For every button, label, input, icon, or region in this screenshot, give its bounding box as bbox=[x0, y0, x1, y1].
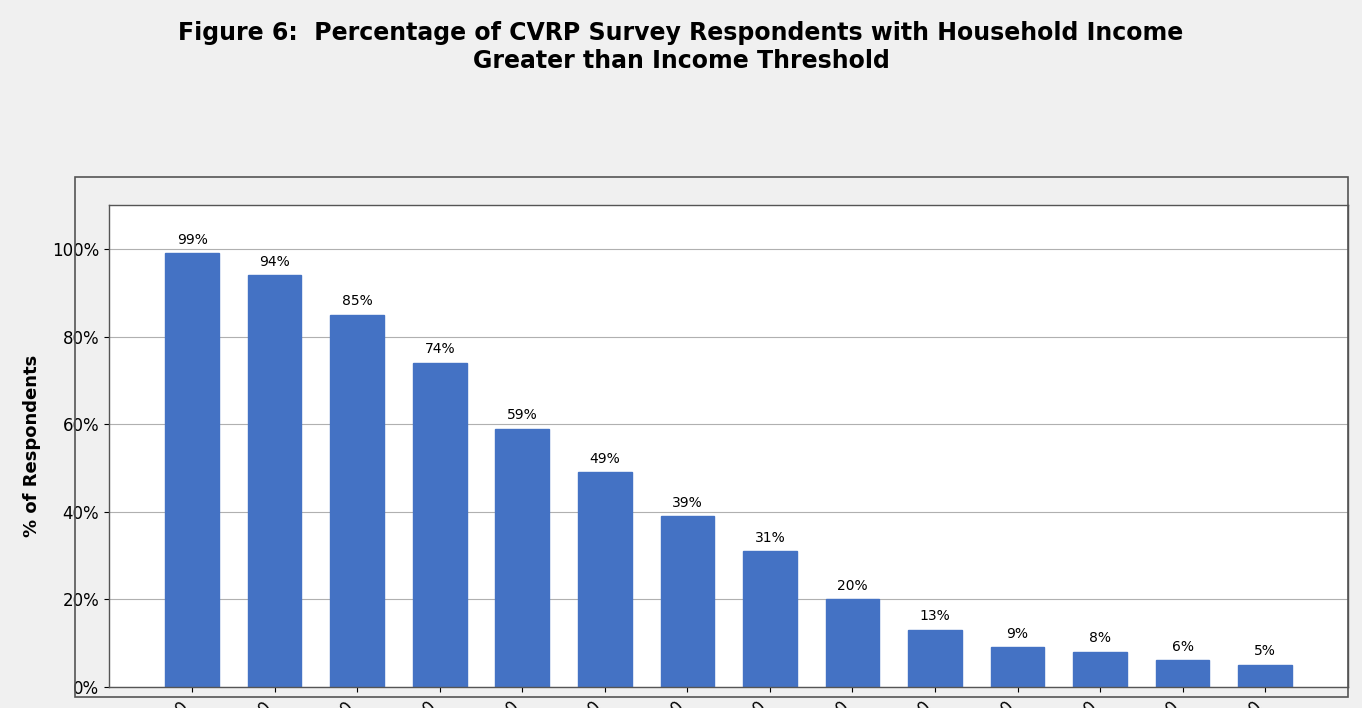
Bar bbox=[1238, 665, 1293, 687]
Text: Figure 6:  Percentage of CVRP Survey Respondents with Household Income
Greater t: Figure 6: Percentage of CVRP Survey Resp… bbox=[178, 21, 1184, 73]
Bar bbox=[1073, 652, 1126, 687]
Text: 8%: 8% bbox=[1090, 631, 1111, 645]
Y-axis label: % of Respondents: % of Respondents bbox=[23, 355, 41, 537]
Text: 6%: 6% bbox=[1171, 640, 1193, 654]
Text: 49%: 49% bbox=[590, 452, 620, 466]
Text: 94%: 94% bbox=[259, 255, 290, 269]
Text: 85%: 85% bbox=[342, 294, 373, 308]
Bar bbox=[331, 315, 384, 687]
Bar bbox=[1156, 661, 1209, 687]
Text: 39%: 39% bbox=[671, 496, 703, 510]
Bar bbox=[165, 253, 219, 687]
Bar bbox=[577, 472, 632, 687]
Text: 31%: 31% bbox=[755, 530, 786, 544]
Text: 99%: 99% bbox=[177, 233, 207, 247]
Text: 74%: 74% bbox=[425, 342, 455, 356]
Bar bbox=[413, 363, 467, 687]
Bar bbox=[496, 428, 549, 687]
Bar bbox=[661, 516, 714, 687]
Bar bbox=[990, 647, 1045, 687]
Bar bbox=[744, 551, 797, 687]
Bar bbox=[248, 275, 301, 687]
Text: 59%: 59% bbox=[507, 408, 538, 422]
Text: 9%: 9% bbox=[1007, 627, 1028, 641]
Text: 20%: 20% bbox=[838, 578, 868, 593]
Bar bbox=[825, 599, 880, 687]
Text: 13%: 13% bbox=[919, 610, 951, 623]
Text: 5%: 5% bbox=[1254, 644, 1276, 658]
Bar bbox=[908, 630, 962, 687]
